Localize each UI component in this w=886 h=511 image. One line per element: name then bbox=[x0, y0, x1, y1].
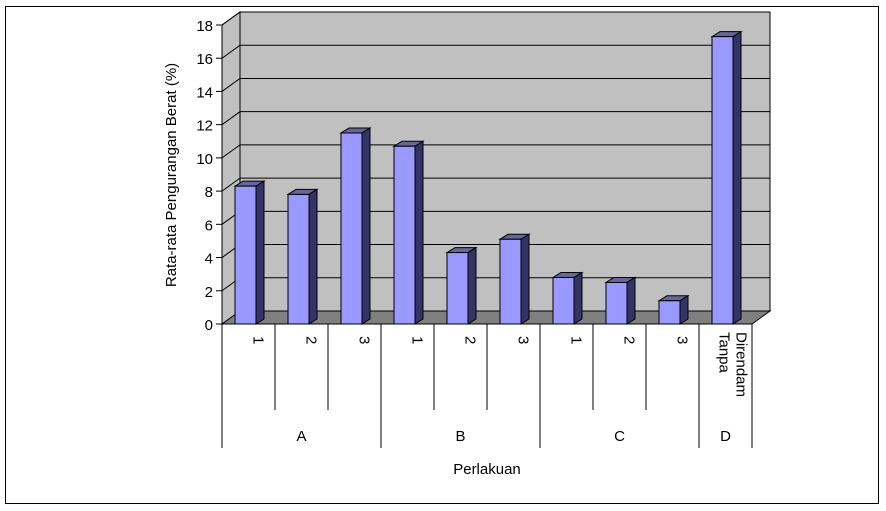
x-tick-label: 3 bbox=[356, 336, 373, 344]
bar bbox=[711, 36, 734, 325]
bar bbox=[234, 185, 257, 325]
gridline bbox=[221, 44, 770, 59]
gridline bbox=[221, 144, 770, 159]
bar bbox=[340, 132, 363, 325]
y-tick-label: 10 bbox=[196, 151, 213, 168]
gridline bbox=[221, 111, 770, 126]
x-tick-label: 1 bbox=[409, 336, 426, 344]
x-tick-label: 1 bbox=[250, 336, 267, 344]
x-tick-label: 1 bbox=[568, 336, 585, 344]
y-tick-label: 4 bbox=[205, 251, 213, 268]
bar-side bbox=[520, 233, 530, 325]
bar-side bbox=[679, 294, 689, 325]
x-tick-label: 2 bbox=[621, 336, 638, 344]
bar bbox=[499, 238, 522, 325]
bar-side bbox=[361, 127, 371, 325]
bar bbox=[658, 300, 681, 325]
y-tick-label: 16 bbox=[196, 51, 213, 68]
bar-side bbox=[308, 188, 318, 325]
y-axis-title: Rata-rata Pengurangan Berat (%) bbox=[163, 63, 180, 287]
y-tick-label: 14 bbox=[196, 84, 213, 101]
bar-side bbox=[414, 140, 424, 325]
bar-side bbox=[732, 30, 742, 325]
y-tick-label: 0 bbox=[205, 317, 213, 334]
bar bbox=[446, 252, 469, 325]
x-axis-title: Perlakuan bbox=[453, 461, 521, 478]
bar bbox=[287, 193, 310, 325]
x-tick-label: Tanpa bbox=[716, 332, 733, 374]
group-label: B bbox=[455, 428, 465, 445]
bar-side bbox=[626, 276, 636, 325]
y-tick-label: 6 bbox=[205, 217, 213, 234]
x-tick-label: 3 bbox=[674, 336, 691, 344]
bar bbox=[605, 281, 628, 325]
bar-side bbox=[467, 246, 477, 325]
y-tick-label: 8 bbox=[205, 184, 213, 201]
group-label: A bbox=[296, 428, 306, 445]
gridline bbox=[221, 77, 770, 92]
bar bbox=[393, 145, 416, 325]
group-label: D bbox=[720, 428, 731, 445]
y-tick-label: 2 bbox=[205, 284, 213, 301]
x-tick-label: Direndam bbox=[733, 332, 750, 397]
x-tick-label: 2 bbox=[303, 336, 320, 344]
bar bbox=[552, 276, 575, 325]
bar-side bbox=[573, 271, 583, 325]
x-tick-label: 3 bbox=[515, 336, 532, 344]
gridline bbox=[221, 11, 770, 26]
y-tick-label: 18 bbox=[196, 18, 213, 35]
bar-side bbox=[255, 180, 265, 325]
group-label: C bbox=[614, 428, 625, 445]
x-tick-label: 2 bbox=[462, 336, 479, 344]
y-tick-label: 12 bbox=[196, 118, 213, 135]
gridline bbox=[221, 177, 770, 192]
